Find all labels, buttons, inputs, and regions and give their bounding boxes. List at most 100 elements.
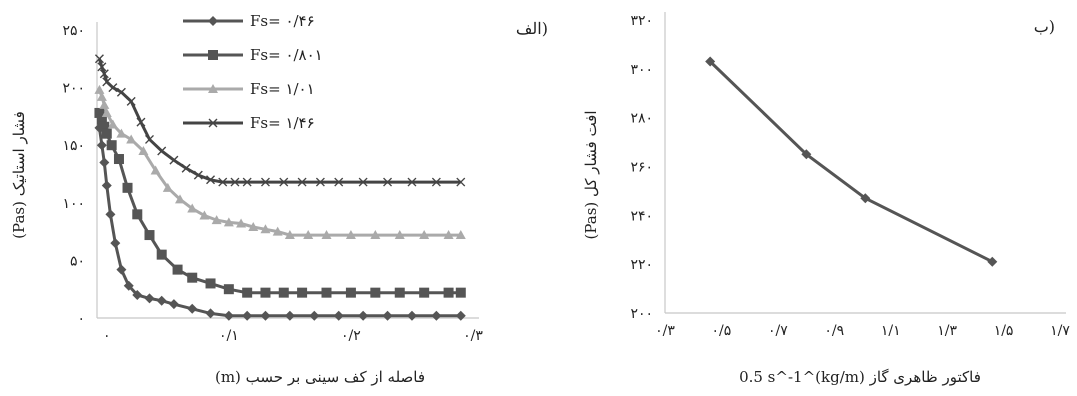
y-tick-label: ۰ xyxy=(77,311,85,327)
data-point xyxy=(97,62,107,72)
y-tick-label: ۳۰۰ xyxy=(630,62,653,78)
data-point xyxy=(113,154,124,165)
x-tick-label: ۰/۱ xyxy=(219,328,239,344)
data-point xyxy=(211,215,222,225)
data-point xyxy=(260,177,270,187)
data-point xyxy=(230,177,240,187)
data-point xyxy=(126,134,137,144)
data-point xyxy=(126,96,136,106)
data-point xyxy=(801,149,812,160)
data-point xyxy=(144,293,155,304)
x-tick-label: ۰/۵ xyxy=(712,323,732,339)
legend-label: Fs= ۱/۰۱ xyxy=(250,80,315,98)
series-2 xyxy=(94,107,466,298)
data-point xyxy=(101,107,112,117)
data-point xyxy=(223,310,234,321)
data-point xyxy=(284,310,295,321)
data-point xyxy=(382,310,393,321)
data-point xyxy=(105,209,116,220)
data-point xyxy=(172,264,183,275)
legend-item: Fs= ۰/۴۶ xyxy=(183,12,315,30)
data-point xyxy=(297,177,307,187)
data-point xyxy=(156,249,167,260)
data-point xyxy=(443,230,454,240)
x-tick-label: ۱/۱ xyxy=(881,323,901,339)
series-3 xyxy=(94,84,466,240)
data-point xyxy=(278,287,289,298)
data-point xyxy=(284,230,295,240)
y-tick-label: ۲۰۰ xyxy=(62,81,85,97)
legend-item: Fs= ۱/۰۱ xyxy=(183,80,315,98)
legend-marker xyxy=(208,16,218,26)
data-point xyxy=(144,230,155,241)
data-point xyxy=(175,194,186,204)
x-tick-label: ۰/۲ xyxy=(341,328,361,344)
series-line xyxy=(97,112,461,295)
data-point xyxy=(94,107,105,118)
data-point xyxy=(321,287,332,298)
data-point xyxy=(99,99,110,109)
data-point xyxy=(456,177,466,187)
y-tick-label: ۲۴۰ xyxy=(630,208,653,224)
data-point xyxy=(193,170,203,180)
x-tick-label: ۰/۳ xyxy=(463,328,483,344)
data-point xyxy=(101,128,112,139)
data-point xyxy=(431,177,441,187)
data-point xyxy=(110,238,121,249)
legend-marker xyxy=(208,50,218,60)
data-point xyxy=(443,287,454,298)
data-point xyxy=(205,278,216,289)
data-point xyxy=(218,177,228,187)
y-tick-label: ۵۰ xyxy=(70,253,85,269)
data-point xyxy=(321,230,332,240)
data-point xyxy=(123,280,134,291)
legend-item: Fs= ۱/۴۶ xyxy=(183,114,315,132)
series-1 xyxy=(705,56,998,267)
data-point xyxy=(333,310,344,321)
data-point xyxy=(107,119,118,129)
legend: Fs= ۰/۴۶ Fs= ۰/۸۰۱ Fs= ۱/۰۱ Fs= ۱/۴۶ xyxy=(183,12,323,132)
data-point xyxy=(116,264,127,275)
data-point xyxy=(358,310,369,321)
y-tick-label: ۲۸۰ xyxy=(630,111,653,127)
y-tick-label: ۲۵۰ xyxy=(62,23,85,39)
data-point xyxy=(394,287,405,298)
data-point xyxy=(236,218,247,228)
data-point xyxy=(394,230,405,240)
data-point xyxy=(370,230,381,240)
series-line xyxy=(97,127,461,318)
data-point xyxy=(455,310,466,321)
data-point xyxy=(132,209,143,220)
legend-label: Fs= ۰/۸۰۱ xyxy=(250,46,323,64)
data-point xyxy=(168,299,179,310)
data-point xyxy=(345,230,356,240)
data-point xyxy=(260,224,271,234)
data-point xyxy=(99,121,110,132)
data-point xyxy=(260,287,271,298)
data-point xyxy=(136,117,146,127)
x-tick-label: ۱/۵ xyxy=(994,323,1014,339)
x-axis-title-left: فاصله از کف سینی بر حسب (m) xyxy=(215,368,425,386)
right-chart-pressure-drop: ۲۰۰ ۲۲۰ ۲۴۰ ۲۶۰ ۲۸۰ ۳۰۰ ۳۲۰ ۰/۳ ۰/۵ ۰/۷ ۰/۹ ۱/۱ ۱/۳ ۱… xyxy=(582,12,1070,386)
left-chart-static-pressure: ۰ ۵۰ ۱۰۰ ۱۵۰ ۲۰۰ ۲۵۰ ۰ ۰/۱ ۰/۲ ۰/۳ Fs= ۰/۴۶ Fs= ۰/۸… xyxy=(10,12,548,386)
data-point xyxy=(96,140,107,151)
data-point xyxy=(419,287,430,298)
data-point xyxy=(279,177,289,187)
data-point xyxy=(272,226,283,236)
data-point xyxy=(206,175,216,185)
data-point xyxy=(99,157,110,168)
y-tick-label: ۱۰۰ xyxy=(62,196,85,212)
x-tick-label: ۰/۷ xyxy=(768,323,788,339)
data-point xyxy=(419,230,430,240)
y-axis-title-right: افت فشار کل (Pas) xyxy=(582,110,600,239)
data-point xyxy=(242,287,253,298)
series-line xyxy=(97,89,461,237)
data-point xyxy=(345,287,356,298)
x-tick-label: ۱/۷ xyxy=(1050,323,1070,339)
x-tick-label: ۰ xyxy=(103,328,111,344)
data-point xyxy=(860,193,871,204)
data-point xyxy=(96,114,107,125)
data-point xyxy=(94,54,104,64)
